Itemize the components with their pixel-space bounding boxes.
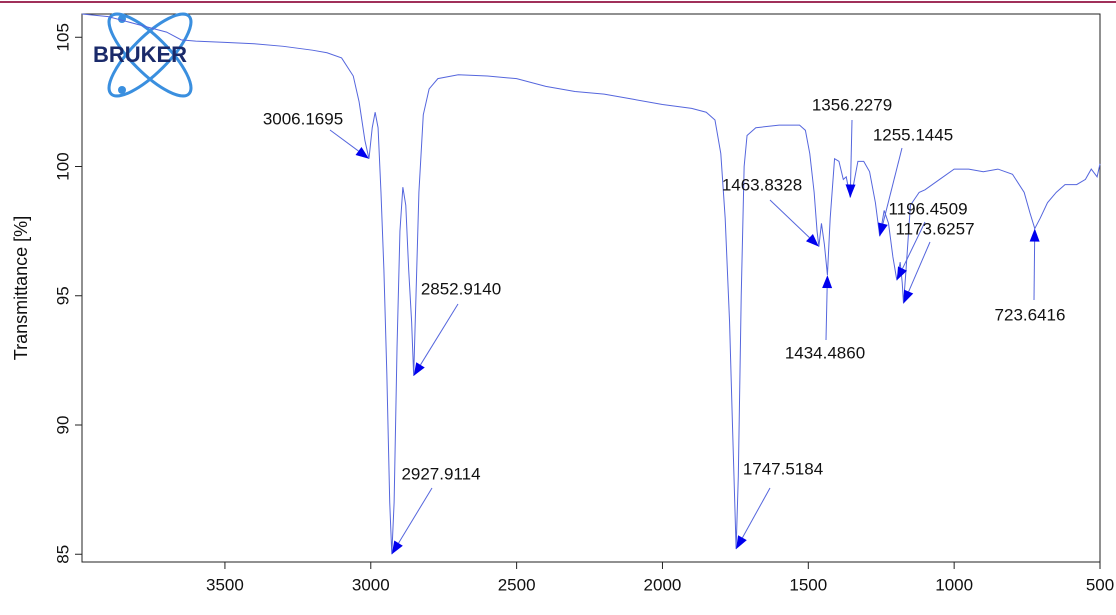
x-tick-label: 3500 — [206, 575, 244, 594]
arrow-head — [413, 362, 425, 376]
annotation-arrow — [329, 129, 359, 152]
y-tick-label: 105 — [53, 23, 72, 51]
arrow-head — [896, 266, 908, 281]
y-tick-label: 95 — [53, 286, 72, 305]
annotation-label: 723.6416 — [995, 305, 1066, 324]
arrow-head — [1029, 228, 1040, 242]
annotation-arrow — [825, 288, 828, 341]
logo-text: BRUKER — [93, 42, 187, 67]
x-tick-label: 3000 — [352, 575, 390, 594]
y-tick-label: 90 — [53, 416, 72, 435]
arrow-head — [736, 535, 747, 550]
annotation-arrow — [882, 147, 903, 224]
logo: BRUKER — [93, 12, 193, 98]
y-tick-label: 85 — [53, 545, 72, 564]
x-tick-label: 1000 — [935, 575, 973, 594]
plot-frame — [81, 13, 1101, 563]
annotation-label: 2852.9140 — [421, 279, 501, 298]
annotation-label: 1255.1445 — [873, 125, 953, 144]
annotation-arrow — [1033, 241, 1036, 301]
annotation-arrow — [741, 487, 771, 538]
annotation-arrow — [420, 303, 459, 366]
annotation-label: 1173.6257 — [895, 219, 974, 238]
arrow-head — [391, 540, 403, 555]
x-tick-label: 2500 — [498, 575, 536, 594]
annotation-arrow — [908, 241, 931, 292]
annotation-arrow — [850, 119, 853, 185]
y-tick-label: 100 — [53, 152, 72, 180]
annotation-label: 3006.1695 — [263, 109, 343, 128]
x-tick-label: 1500 — [789, 575, 827, 594]
annotation-label: 2927.9114 — [401, 464, 480, 483]
x-tick-label: 500 — [1086, 575, 1114, 594]
arrow-head — [355, 147, 369, 159]
annotation-label: 1747.5184 — [743, 459, 823, 478]
annotation-label: 1356.2279 — [812, 95, 892, 114]
annotation-label: 1196.4509 — [888, 199, 967, 218]
annotation-label: 1463.8328 — [722, 175, 802, 194]
arrow-head — [878, 222, 888, 237]
annotation-arrow — [398, 487, 433, 544]
arrow-head — [806, 234, 819, 247]
x-tick-label: 2000 — [644, 575, 682, 594]
y-axis-label: Transmittance [%] — [11, 216, 31, 360]
annotation-arrow — [902, 221, 926, 269]
spectrum-line — [81, 13, 1101, 555]
annotation-label: 1434.4860 — [785, 343, 865, 362]
arrow-head — [822, 275, 833, 289]
annotation-arrow — [769, 199, 810, 239]
arrow-head — [845, 184, 856, 198]
arrow-head — [903, 289, 914, 304]
